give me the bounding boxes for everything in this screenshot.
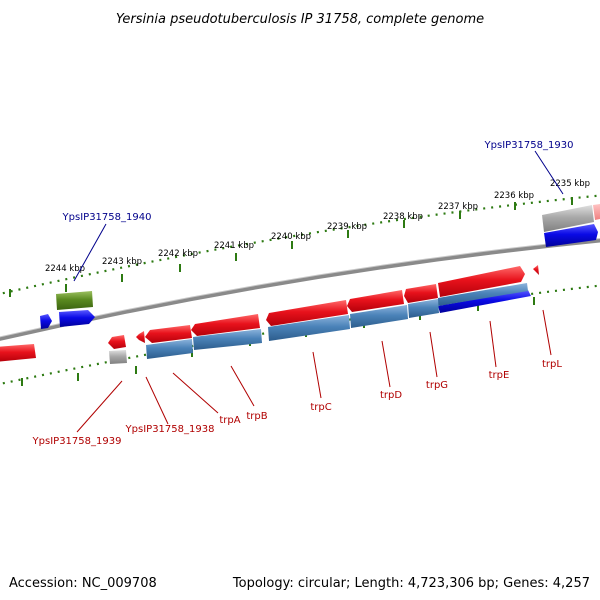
tick-label-2239: 2239 kbp (327, 222, 367, 232)
outer-tick-track: 2235 kbp 2236 kbp 2237 kbp 2238 kbp 2239… (0, 179, 600, 297)
connector-trpa (172, 372, 219, 414)
gene-trpe-steel[interactable] (438, 283, 528, 306)
connector-trpg (429, 331, 438, 378)
gene-trpd-red[interactable] (347, 290, 404, 312)
inner-major-ticks (21, 297, 535, 386)
label-ypsip31758-1938[interactable]: YpsIP31758_1938 (125, 424, 215, 435)
gene-trpa-steel[interactable] (146, 339, 193, 359)
label-trpb[interactable]: trpB (246, 411, 267, 422)
connector-trpb (230, 365, 255, 407)
label-trpe[interactable]: trpE (489, 370, 510, 381)
gene-trpd-steel[interactable] (350, 305, 408, 328)
label-trpc[interactable]: trpC (310, 402, 331, 413)
gene-trpg-steel[interactable] (408, 299, 439, 318)
tick-label-2244: 2244 kbp (45, 264, 85, 274)
outer-tick-labels: 2235 kbp 2236 kbp 2237 kbp 2238 kbp 2239… (45, 179, 590, 274)
connector-ypsip31758-1938 (145, 376, 169, 425)
gene-trpe-blue[interactable] (438, 290, 531, 313)
gene-trpe-red[interactable] (438, 266, 525, 297)
label-trpg[interactable]: trpG (426, 380, 448, 391)
outer-major-ticks (9, 197, 573, 297)
gene-ypsip31758-1939-red[interactable] (108, 335, 126, 349)
connector-trpd (381, 340, 391, 388)
tick-label-2238: 2238 kbp (383, 212, 423, 222)
label-ypsip31758-1930[interactable]: YpsIP31758_1930 (484, 140, 574, 151)
tick-label-2240: 2240 kbp (271, 232, 311, 242)
tick-label-2236: 2236 kbp (494, 191, 534, 201)
gene-ypsip31758-1939-gray[interactable] (109, 350, 127, 364)
footer-accession: Accession: NC_009708 (9, 576, 157, 591)
bottom-strand-genes (40, 224, 598, 364)
gene-left-blue-b[interactable] (59, 310, 95, 327)
tick-label-2243: 2243 kbp (102, 257, 142, 267)
label-ypsip31758-1939[interactable]: YpsIP31758_1939 (32, 436, 122, 447)
label-trpa[interactable]: trpA (219, 415, 240, 426)
label-connectors (73, 150, 564, 433)
label-trpd[interactable]: trpD (380, 390, 402, 401)
gene-trpa-red[interactable] (145, 325, 192, 343)
gene-trpc-steel[interactable] (268, 315, 350, 341)
connector-trpc (312, 351, 322, 399)
tick-label-2237: 2237 kbp (438, 202, 478, 212)
gene-ypsip31758-1940-green[interactable] (56, 291, 93, 310)
gene-trpc-red[interactable] (266, 300, 348, 326)
gene-ypsip31758-1938-red[interactable] (136, 331, 145, 343)
tick-label-2241: 2241 kbp (214, 241, 254, 251)
connector-ypsip31758-1940 (73, 223, 107, 282)
gene-far-right-gray[interactable] (542, 205, 594, 232)
connector-ypsip31758-1939 (76, 380, 123, 433)
gene-trpb-steel[interactable] (193, 329, 262, 350)
gene-right-blue[interactable] (544, 224, 598, 247)
tick-label-2242: 2242 kbp (158, 249, 198, 259)
label-trpl[interactable]: trpL (542, 359, 562, 370)
gene-trpl-red[interactable] (533, 265, 539, 275)
footer-summary: Topology: circular; Length: 4,723,306 bp… (232, 576, 590, 591)
connector-ypsip31758-1930 (534, 150, 564, 195)
tick-label-2235: 2235 kbp (550, 179, 590, 189)
gene-labels: YpsIP31758_1930 YpsIP31758_1940 YpsIP317… (32, 140, 574, 447)
connector-trpl (542, 309, 552, 356)
gene-left-edge-red[interactable] (0, 344, 36, 362)
connector-trpe (489, 320, 497, 368)
gene-trpb-red[interactable] (191, 314, 260, 336)
gene-far-right-pink[interactable] (593, 204, 600, 220)
label-ypsip31758-1940[interactable]: YpsIP31758_1940 (62, 212, 152, 223)
map-title: Yersinia pseudotuberculosis IP 31758, co… (116, 12, 484, 27)
gene-trpg-red[interactable] (404, 284, 438, 303)
top-strand-genes (0, 204, 600, 362)
gene-left-blue-a[interactable] (40, 314, 52, 329)
